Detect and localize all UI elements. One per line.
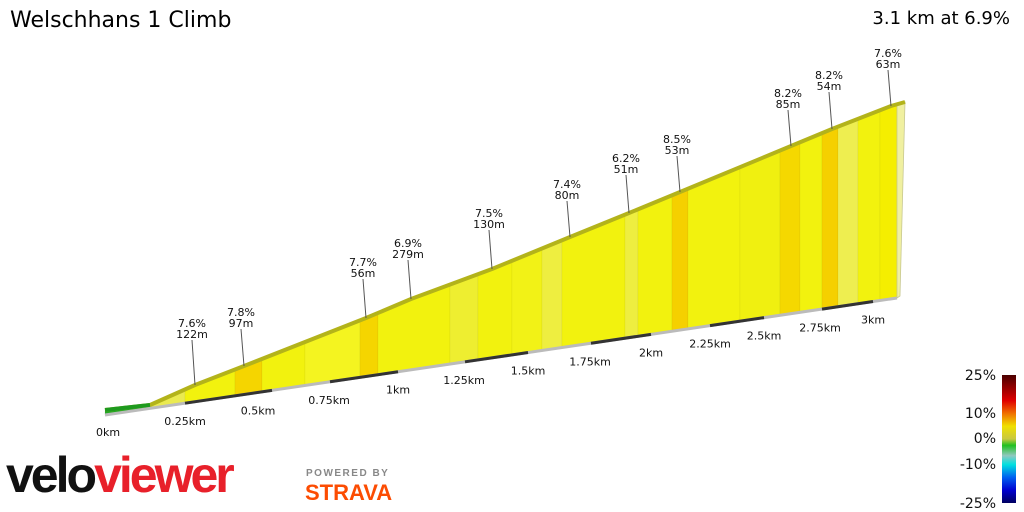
segment-grade-label: 7.7% <box>349 256 377 269</box>
segment-grade-label: 6.2% <box>612 152 640 165</box>
annotation-leader-line <box>787 109 792 147</box>
strava-logo: STRAVA <box>305 480 393 505</box>
x-tick-label: 2.75km <box>799 321 841 334</box>
x-tick-label: 1.5km <box>511 365 546 378</box>
page-title: Welschhans 1 Climb <box>10 8 232 33</box>
profile-end-face <box>896 101 906 299</box>
x-tick-label: 0.25km <box>164 415 206 428</box>
x-tick-label: 1.75km <box>569 355 611 368</box>
x-tick-label: 1.25km <box>443 374 485 387</box>
gradient-segment <box>477 260 513 361</box>
segment-grade-label: 7.4% <box>553 178 581 191</box>
x-tick-label: 0km <box>96 426 120 439</box>
segment-length-label: 53m <box>665 144 690 157</box>
segment-length-label: 85m <box>776 98 801 111</box>
distance-band <box>590 332 652 345</box>
gradient-segment <box>779 141 801 316</box>
x-tick-label: 2.25km <box>689 338 731 351</box>
legend-tick: -25% <box>960 496 996 512</box>
segment-grade-label: 7.8% <box>227 306 255 319</box>
segment-length-label: 54m <box>817 80 842 93</box>
gradient-segment <box>821 126 839 310</box>
annotation-leader-line <box>887 69 892 107</box>
gradient-segment <box>624 208 639 339</box>
annotation-leader-line <box>566 200 571 238</box>
segment-length-label: 130m <box>473 218 505 231</box>
segment-grade-label: 8.2% <box>815 69 843 82</box>
segment-grade-label: 7.6% <box>874 47 902 60</box>
segment-length-label: 97m <box>229 317 254 330</box>
legend-tick: 25% <box>965 368 996 384</box>
legend-tick: 0% <box>974 431 996 447</box>
segment-grade-label: 8.5% <box>663 133 691 146</box>
x-tick-label: 2km <box>639 346 663 359</box>
gradient-legend: 25% 10% 0% -10% -25% <box>960 368 1016 512</box>
x-tick-label: 3km <box>861 314 885 327</box>
distance-band <box>184 388 273 405</box>
gradient-segment <box>857 109 881 305</box>
profile-top-edge <box>104 100 906 412</box>
distance-band <box>821 300 874 311</box>
distance-band <box>464 351 529 364</box>
distance-band <box>709 316 765 328</box>
gradient-segment <box>671 188 689 332</box>
powered-by-label: POWERED BY <box>306 468 390 479</box>
gradient-segment <box>799 132 823 313</box>
climb-summary: 3.1 km at 6.9% <box>872 8 1010 29</box>
annotation-leader-line <box>488 229 493 270</box>
annotation-leader-line <box>676 155 681 193</box>
annotation-leader-line <box>828 91 833 130</box>
segment-length-label: 51m <box>614 163 639 176</box>
distance-band <box>329 370 399 384</box>
annotation-leader-line <box>407 259 412 300</box>
segment-length-label: 80m <box>555 189 580 202</box>
segment-length-label: 63m <box>876 58 901 71</box>
gradient-segment <box>449 273 479 365</box>
gradient-segment <box>687 166 741 330</box>
segment-grade-label: 8.2% <box>774 87 802 100</box>
gradient-segment <box>359 312 379 378</box>
segment-length-label: 122m <box>176 328 208 341</box>
annotation-leader-line <box>240 328 245 367</box>
gradient-segment <box>739 150 781 322</box>
x-tick-label: 2.5km <box>747 330 782 343</box>
segment-length-label: 279m <box>392 248 424 261</box>
x-tick-label: 0.5km <box>241 404 276 417</box>
gradient-segment <box>837 118 859 308</box>
segment-length-label: 56m <box>351 267 376 280</box>
annotation-leader-line <box>191 339 196 386</box>
x-tick-label: 1km <box>386 384 410 397</box>
gradient-segment <box>541 239 563 351</box>
segment-grade-label: 6.9% <box>394 237 422 250</box>
segment-grade-label: 7.5% <box>475 207 503 220</box>
annotation-leader-line <box>362 278 367 319</box>
annotation-leader-line <box>625 174 630 214</box>
segment-grade-label: 7.6% <box>178 317 206 330</box>
legend-tick: -10% <box>960 457 996 473</box>
gradient-segment <box>511 248 543 356</box>
gradient-segment <box>879 103 898 301</box>
legend-tick: 10% <box>965 406 996 422</box>
x-tick-label: 0.75km <box>308 394 350 407</box>
gradient-segment <box>637 194 673 337</box>
flat-start-edge <box>104 403 151 412</box>
veloviewer-logo: veloviewer <box>6 447 235 503</box>
legend-color-bar <box>1002 375 1016 503</box>
